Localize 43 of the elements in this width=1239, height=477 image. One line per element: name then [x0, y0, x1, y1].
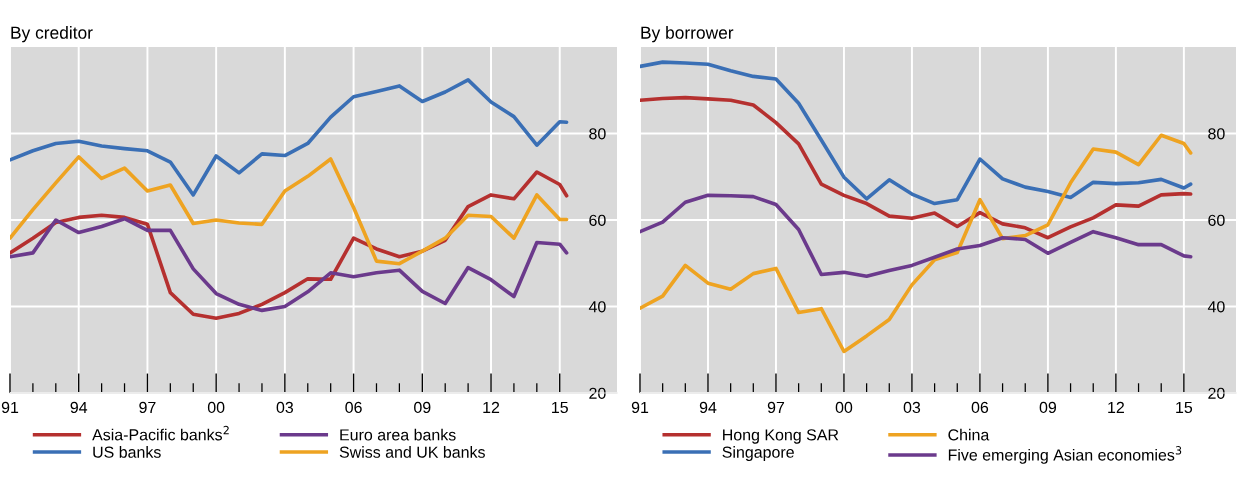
legend-label: Swiss and UK banks [339, 446, 485, 458]
line-series [640, 133, 1193, 354]
x-tick-label: 03 [276, 401, 294, 414]
y-tick-label: 20 [589, 387, 606, 399]
x-tick-label: 94 [699, 401, 717, 414]
x-tick-label: 91 [631, 401, 649, 414]
y-tick-label: 80 [1208, 128, 1225, 140]
x-tick-label: 97 [139, 401, 156, 414]
line-series [640, 95, 1193, 240]
x-tick-label: 00 [835, 401, 853, 414]
x-tick-label: 03 [903, 401, 921, 414]
legend-label: Singapore [722, 446, 794, 461]
x-tick-label: 06 [345, 401, 362, 414]
x-tick-label: 97 [767, 401, 785, 414]
y-tick-label: 40 [1207, 301, 1225, 313]
legend-label: China [948, 428, 990, 441]
y-tick-label: 80 [589, 128, 606, 140]
x-tick-label: 09 [414, 401, 431, 414]
legend-label: Asia-Pacific banks$^{2}$ [92, 425, 229, 441]
chart-title: By creditor [11, 26, 93, 43]
x-tick-label: 94 [70, 401, 88, 414]
x-tick-label: 09 [1039, 401, 1057, 414]
line-series [10, 216, 569, 313]
line-series [10, 78, 569, 197]
x-tick-label: 12 [1108, 401, 1124, 413]
chart-title: By borrower [641, 26, 734, 43]
legend-label: Hong Kong SAR [723, 429, 839, 444]
y-tick-label: 60 [589, 214, 606, 226]
x-tick-label: 91 [1, 401, 19, 414]
line-series [10, 155, 569, 266]
line-series [640, 60, 1193, 206]
x-tick-label: 00 [207, 401, 225, 414]
legend-label: Five emerging Asian economies$^{3}$ [948, 446, 1182, 464]
line-series [640, 193, 1193, 279]
x-tick-label: 12 [483, 401, 500, 413]
y-tick-label: 40 [588, 301, 606, 313]
x-tick-label: 15 [1176, 401, 1193, 414]
x-tick-label: 15 [552, 401, 568, 414]
legend-label: US banks [93, 446, 161, 458]
y-tick-label: 20 [1208, 387, 1225, 399]
x-tick-label: 06 [971, 401, 989, 414]
legend-label: Euro area banks [340, 428, 456, 441]
y-tick-label: 60 [1208, 214, 1225, 226]
